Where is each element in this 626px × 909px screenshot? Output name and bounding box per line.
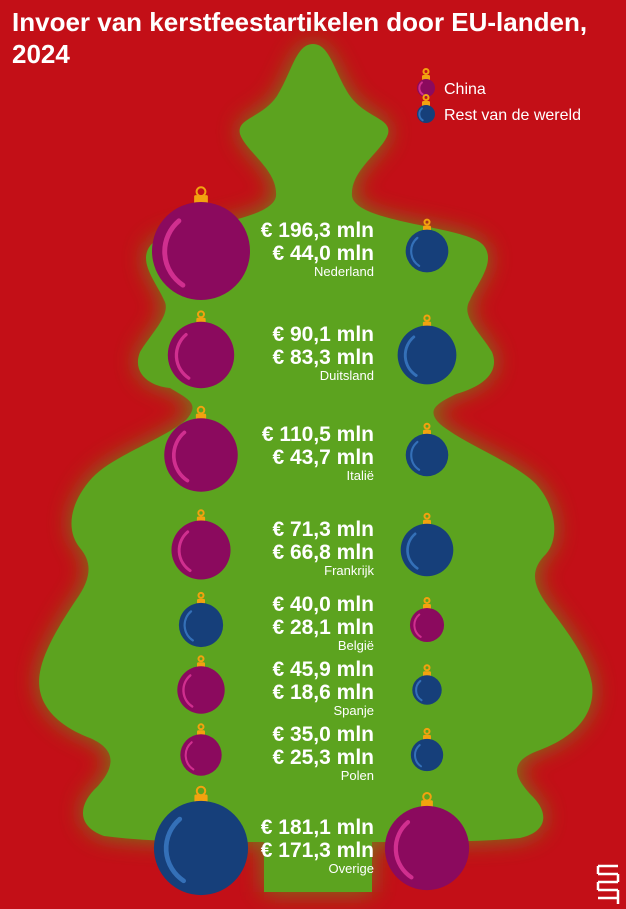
bauble-left-6-hook [197, 723, 205, 731]
legend-bauble-china-highlight [418, 81, 424, 96]
value-label-second: € 66,8 mln [272, 541, 374, 564]
bauble-right-2-hook [423, 422, 431, 430]
bauble-right-4-hook [423, 596, 431, 604]
bauble-left-0-highlight [162, 218, 186, 288]
bauble-right-5-hook [423, 664, 431, 672]
chart-title-line-1: Invoer van kerstfeestartikelen door EU-l… [12, 7, 588, 37]
bauble-left-3-hook [197, 509, 205, 517]
value-label-second: € 25,3 mln [272, 746, 374, 769]
legend-bauble-rest-hook [422, 94, 430, 101]
country-label: Nederland [314, 264, 374, 279]
legend: China Rest van de wereld [417, 68, 581, 124]
value-label-first: € 35,0 mln [272, 723, 374, 746]
bauble-left-0 [152, 186, 250, 300]
value-label-first: € 71,3 mln [272, 518, 374, 541]
bauble-left-2 [164, 405, 238, 492]
bauble-left-5 [177, 655, 225, 714]
chart-title: Invoer van kerstfeestartikelen door EU-l… [12, 6, 622, 70]
value-label-second: € 83,3 mln [272, 346, 374, 369]
bauble-right-0-hook [423, 218, 431, 226]
bauble-right-0 [405, 218, 449, 273]
bauble-left-5-hook [197, 655, 205, 663]
legend-bauble-china [417, 68, 435, 97]
bauble-left-7 [153, 785, 249, 896]
value-label-first: € 196,3 mln [261, 219, 374, 242]
value-label-second: € 171,3 mln [261, 839, 374, 862]
bauble-left-0-hook [195, 186, 207, 198]
bauble-right-6-hook [423, 727, 431, 735]
bauble-left-3 [171, 509, 231, 580]
bauble-right-1-hook [423, 314, 431, 322]
value-label-first: € 40,0 mln [272, 593, 374, 616]
legend-label-rest: Rest van de wereld [444, 107, 581, 124]
country-label: Italië [347, 468, 374, 483]
bauble-right-7 [384, 792, 470, 891]
country-label: België [338, 638, 374, 653]
legend-bauble-china-hook [422, 68, 430, 75]
country-label: Spanje [334, 703, 374, 718]
country-label: Polen [341, 768, 374, 783]
bauble-left-4-hook [197, 591, 205, 599]
bauble-right-6 [410, 727, 444, 772]
value-label-second: € 28,1 mln [272, 616, 374, 639]
bauble-right-0-highlight [410, 236, 421, 267]
bauble-right-5-highlight [415, 679, 423, 702]
bauble-right-4 [409, 596, 445, 643]
bauble-left-3-highlight [177, 530, 192, 573]
value-label-first: € 181,1 mln [261, 816, 374, 839]
bauble-right-3 [400, 512, 454, 577]
bauble-right-2 [405, 422, 449, 477]
bauble-right-1 [397, 314, 457, 385]
bauble-right-2-highlight [410, 440, 421, 471]
bauble-left-7-highlight [163, 816, 186, 884]
bauble-right-7-highlight [393, 819, 414, 880]
bauble-left-6 [180, 723, 222, 776]
bauble-right-3-hook [423, 512, 431, 520]
value-label-second: € 44,0 mln [272, 242, 374, 265]
bauble-left-1 [167, 310, 235, 389]
value-label-first: € 90,1 mln [272, 323, 374, 346]
bauble-left-7-cap [194, 794, 208, 803]
value-label-second: € 18,6 mln [272, 681, 374, 704]
legend-label-china: China [444, 81, 486, 98]
bauble-right-1-highlight [403, 335, 418, 377]
value-label-first: € 45,9 mln [272, 658, 374, 681]
bauble-left-5-highlight [182, 674, 194, 708]
country-label: Duitsland [320, 368, 374, 383]
value-label-first: € 110,5 mln [262, 423, 374, 446]
value-label-second: € 43,7 mln [272, 446, 374, 469]
bauble-left-0-cap [194, 195, 208, 204]
bauble-left-6-highlight [184, 741, 195, 771]
legend-bauble-rest [417, 94, 435, 123]
bauble-left-1-hook [197, 310, 205, 319]
bauble-left-2-hook [196, 405, 206, 415]
bauble-right-4-highlight [413, 613, 422, 638]
bauble-left-4-highlight [183, 610, 194, 642]
country-label: Frankrijk [324, 563, 374, 578]
cbs-logo-mark [596, 864, 620, 904]
bauble-right-6-highlight [414, 744, 423, 768]
legend-bauble-rest-highlight [418, 107, 424, 122]
bauble-right-3-highlight [406, 532, 419, 570]
bauble-right-5 [412, 664, 442, 705]
country-label: Overige [328, 861, 374, 876]
bauble-left-2-highlight [171, 430, 190, 483]
chart-title-line-2: 2024 [12, 39, 70, 69]
bauble-left-1-highlight [174, 332, 191, 380]
bauble-left-4 [178, 591, 224, 648]
cbs-logo [596, 864, 620, 904]
